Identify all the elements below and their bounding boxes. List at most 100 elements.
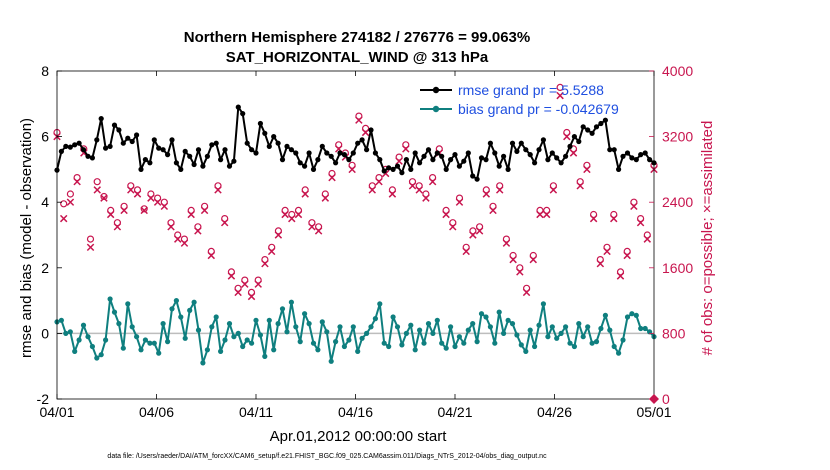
bias-point [266,317,272,323]
rmse-point [182,148,188,154]
bias-point [341,343,347,350]
bias-point [231,334,237,340]
obs-assimilated-point [596,259,605,268]
rmse-point [98,116,104,122]
y2-tick-label: 1600 [662,260,693,276]
obs-assimilated-point [86,243,95,252]
bias-point [620,337,626,343]
y-tick-label: 2 [41,260,49,276]
obs-possible-point [247,288,256,296]
obs-possible-point [221,215,229,223]
bias-point [315,347,321,353]
bias-point [355,348,361,354]
bias-point [195,327,202,333]
rmse-point [191,161,197,168]
bias-layer [54,296,657,366]
legend: rmse grand pr = 5.5288 bias grand pr = -… [420,82,619,117]
bias-point [381,340,387,346]
bias-point [452,343,458,350]
obs-possible-point [422,190,430,198]
obs-possible-point [395,153,403,161]
bias-point [478,311,485,317]
bias-point [187,307,193,313]
bias-point [403,330,409,336]
obs-possible-point [556,83,564,92]
rmse-point [279,157,286,163]
data-file-footnote: data file: /Users/raeder/DAI/ATM_forcXX/… [107,453,547,460]
rmse-point [328,153,334,159]
bias-point [505,317,511,323]
rmse-point [235,104,241,110]
rmse-point [253,150,259,156]
bias-point [204,347,210,353]
bias-point [293,324,299,330]
bias-point [324,329,330,335]
obs-possible-point [375,174,383,182]
bias-point [549,324,555,330]
bias-point [602,312,609,318]
obs-possible-point [543,206,551,214]
obs-possible-point [154,194,162,202]
rmse-point [403,157,409,163]
obs-possible-point [536,206,544,214]
bias-point [386,343,392,350]
rmse-point [448,157,454,163]
obs-assimilated-point [200,206,209,215]
rmse-point [209,142,215,148]
rmse-point [346,157,352,163]
rmse-point [257,120,263,127]
bias-point [253,317,259,323]
rmse-point [611,147,617,153]
obs-possible-point [476,223,484,231]
bias-point [89,343,95,350]
obs-assimilated-point [207,251,216,260]
obs-possible-point [294,206,303,214]
rmse-point [266,143,272,149]
obs-possible-point [596,256,604,264]
obs-assimilated-point [59,214,68,223]
rmse-point [492,150,498,156]
obs-possible-point [301,186,309,194]
rmse-point [231,158,237,164]
obs-assimilated-point [355,116,363,124]
x-tick-label: 04/16 [338,404,373,420]
obs-possible-point [415,182,423,190]
obs-possible-point [140,205,148,213]
bias-point [240,343,246,350]
rmse-point [58,148,64,154]
bias-point [558,330,564,336]
bias-point [249,340,255,346]
obs-assimilated-point [187,210,195,219]
rmse-point [76,140,82,146]
obs-assimilated-point [274,231,283,239]
obs-assimilated-point [502,239,511,247]
rmse-point [226,163,233,169]
rmse-point [89,155,95,161]
rmse-point [319,143,325,149]
obs-assimilated-point [442,210,450,219]
legend-rmse-label: rmse grand pr = 5.5288 [458,82,604,98]
obs-assimilated-point [569,149,578,157]
rmse-point [169,137,175,143]
obs-assimilated-point [482,190,491,198]
rmse-point [616,166,622,172]
rmse-point [585,127,591,133]
bias-point [156,350,162,356]
rmse-point [107,143,113,149]
obs-possible-point [281,206,289,214]
bias-point [536,322,542,328]
bias-point [399,342,405,348]
rmse-point [386,165,392,171]
rmse-point [417,160,423,166]
y-axis-label: rmse and bias (model - observation) [18,118,35,358]
rmse-point [160,147,166,153]
rmse-point [554,155,560,161]
obs-possible-point [207,247,215,255]
bias-point [200,360,206,366]
obs-possible-point [362,124,370,132]
obs-assimilated-point [408,182,417,190]
rmse-point [187,153,193,159]
rmse-point [151,137,157,143]
bias-point [571,343,578,350]
bias-point [545,334,551,340]
